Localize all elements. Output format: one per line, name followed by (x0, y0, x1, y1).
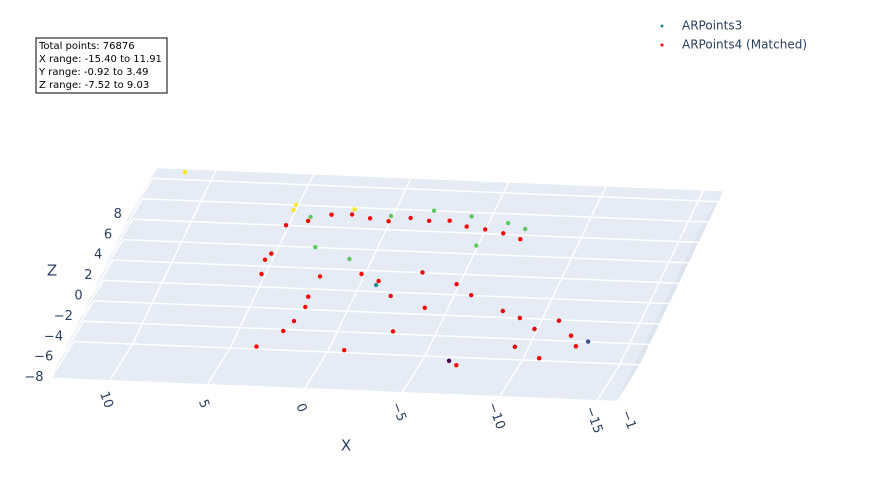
point (388, 213, 394, 219)
point (512, 344, 518, 349)
point (447, 218, 452, 223)
x-tick-label: 0 (293, 402, 310, 415)
point (474, 243, 479, 248)
floor-plane (51, 341, 640, 401)
point (585, 339, 591, 344)
point (573, 344, 579, 349)
z-tick-label: −2 (54, 309, 73, 324)
point (329, 212, 334, 217)
z-tick-label: −8 (24, 370, 43, 385)
point (431, 208, 437, 213)
point (454, 282, 459, 287)
y-tick (616, 400, 622, 404)
point (367, 216, 373, 221)
point (373, 282, 379, 288)
x-tick-label: −10 (484, 401, 507, 432)
point (293, 202, 299, 207)
grid-line (119, 198, 709, 236)
z-axis-title: Z (47, 262, 57, 280)
point (306, 294, 311, 299)
grid-line (99, 238, 689, 276)
legend-marker (660, 43, 664, 47)
point (537, 356, 542, 361)
point (259, 271, 264, 277)
grid-line (109, 218, 699, 256)
point (182, 170, 188, 175)
z-tick-label: 8 (114, 207, 122, 222)
grid-line (70, 300, 660, 338)
point (254, 344, 259, 349)
point (347, 256, 352, 262)
point (283, 223, 289, 228)
grid-line (50, 340, 640, 378)
legend-marker (660, 24, 664, 28)
point (303, 304, 308, 310)
point (349, 212, 355, 217)
point (523, 226, 528, 232)
x-tick-label: −15 (582, 405, 605, 436)
z-tick-label: 6 (104, 227, 112, 242)
point (426, 218, 432, 224)
x-axis-title: X (341, 437, 351, 455)
z-tick-label: −4 (44, 329, 63, 344)
point (313, 245, 318, 250)
point (568, 333, 574, 338)
point (342, 348, 347, 353)
point (408, 215, 413, 221)
point (454, 363, 459, 368)
point (390, 329, 396, 334)
side-wall (617, 191, 723, 401)
annotation: Total points: 76876 (38, 41, 135, 52)
z-tick-label: −6 (34, 350, 53, 365)
point (317, 274, 323, 279)
legend[interactable]: ARPoints3 ARPoints4 (Matched) (660, 19, 808, 52)
point (517, 315, 523, 321)
grid-line (80, 279, 669, 317)
point (359, 271, 364, 277)
point (500, 308, 505, 314)
point (464, 224, 469, 229)
y-tick-label: −1 (618, 408, 639, 431)
point (483, 227, 488, 232)
point (262, 257, 268, 262)
point (518, 237, 523, 242)
point (556, 318, 562, 323)
point (269, 251, 274, 256)
point (469, 214, 474, 219)
point (469, 293, 474, 298)
point (532, 326, 537, 332)
grid-line (129, 177, 718, 215)
point (446, 358, 452, 363)
annotation: X range: -15.40 to 11.91 (39, 54, 162, 65)
x-tick-label: 5 (195, 398, 212, 411)
point (420, 270, 425, 275)
z-tick-label: 2 (84, 268, 92, 283)
annotation-box (35, 37, 168, 94)
back-wall (74, 168, 723, 365)
point (305, 218, 311, 224)
legend-label[interactable]: ARPoints4 (Matched) (682, 38, 807, 52)
point (376, 278, 381, 284)
x-tick-label: 10 (96, 390, 116, 411)
legend-label[interactable]: ARPoints3 (682, 19, 742, 33)
point (386, 219, 391, 224)
point (501, 231, 506, 236)
annotation: Y range: -0.92 to 3.49 (38, 67, 148, 78)
point (281, 328, 286, 334)
z-tick-label: 0 (74, 289, 82, 304)
grid-line (60, 320, 650, 358)
point (291, 207, 296, 213)
z-tick-label: 4 (94, 248, 102, 263)
point (352, 207, 357, 212)
point (388, 293, 393, 299)
x-tick-label: −5 (388, 400, 409, 423)
point (505, 220, 511, 226)
point (308, 214, 313, 220)
grid-line (90, 259, 679, 297)
annotation: Z range: -7.52 to 9.03 (39, 80, 149, 91)
point (422, 305, 427, 310)
point (291, 318, 297, 324)
